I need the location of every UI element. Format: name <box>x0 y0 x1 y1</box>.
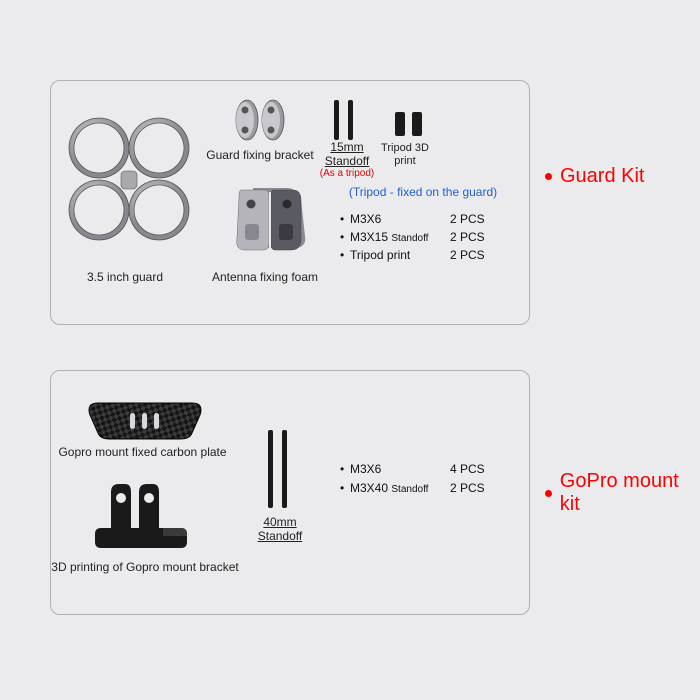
guard-icon <box>65 100 195 260</box>
gopro-specs: • M3X6 4 PCS • M3X40 Standoff 2 PCS <box>340 460 495 498</box>
mount-label: 3D printing of Gopro mount bracket <box>50 560 240 574</box>
tripod-icon <box>390 110 430 140</box>
bullet-icon <box>545 490 552 497</box>
spec-row: • M3X6 2 PCS <box>340 210 495 228</box>
spec-row: • Tripod print 2 PCS <box>340 246 495 264</box>
spec-row: • M3X6 4 PCS <box>340 460 495 479</box>
bullet-icon <box>545 173 552 180</box>
standoff15-icon <box>328 98 364 142</box>
foam-icon <box>225 178 315 263</box>
gopro-kit-title: GoPro mount kit <box>545 470 700 516</box>
spec-row: • M3X15 Standoff 2 PCS <box>340 228 495 246</box>
guard-kit-text: Guard Kit <box>560 165 644 188</box>
standoff40-label: 40mm Standoff <box>250 515 310 544</box>
tripod-note: (Tripod - fixed on the guard) <box>338 185 508 199</box>
standoff15-sub: (As a tripod) <box>317 168 377 180</box>
guard-specs: • M3X6 2 PCS • M3X15 Standoff 2 PCS • Tr… <box>340 210 495 264</box>
mount-bracket-icon <box>95 480 195 555</box>
gopro-kit-text: GoPro mount kit <box>560 470 700 516</box>
foam-label: Antenna fixing foam <box>210 270 320 284</box>
carbon-plate-icon <box>80 395 210 445</box>
guard-kit-title: Guard Kit <box>545 165 644 188</box>
bracket-icon <box>230 95 290 145</box>
guard-label: 3.5 inch guard <box>85 270 165 284</box>
standoff15-label: 15mm Standoff <box>322 140 372 169</box>
standoff40-icon <box>262 428 298 512</box>
carbon-label: Gopro mount fixed carbon plate <box>55 445 230 459</box>
tripod-label: Tripod 3D print <box>380 142 430 168</box>
bracket-label: Guard fixing bracket <box>205 148 315 162</box>
spec-row: • M3X40 Standoff 2 PCS <box>340 479 495 498</box>
